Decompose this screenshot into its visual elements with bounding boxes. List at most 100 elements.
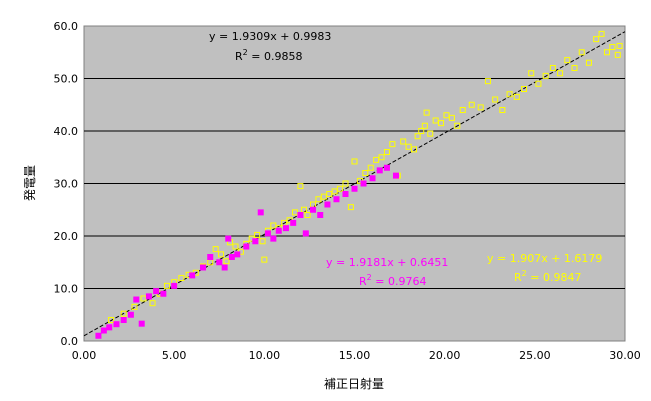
data-point	[302, 230, 309, 237]
x-tick-label: 25.00	[519, 349, 551, 362]
data-point	[178, 275, 185, 281]
data-point	[360, 180, 367, 187]
data-point	[317, 212, 324, 218]
data-point	[232, 243, 239, 250]
data-point	[270, 235, 277, 242]
data-point	[120, 317, 127, 323]
r2-overall: R2 = 0.9858	[235, 48, 302, 63]
y-tick-label: 30.0	[54, 178, 79, 191]
x-tick-label: 20.00	[429, 349, 461, 362]
equation-magenta: y = 1.9181x + 0.6451	[326, 256, 448, 269]
data-point	[337, 185, 344, 192]
data-point	[598, 30, 605, 37]
data-point	[609, 44, 616, 50]
data-point	[347, 204, 354, 211]
data-point	[549, 65, 556, 71]
r2-yellow: R2 = 0.9847	[514, 269, 581, 284]
data-point	[362, 170, 369, 176]
data-point	[542, 72, 549, 79]
data-point	[234, 251, 241, 258]
data-point	[571, 65, 578, 71]
data-point	[459, 107, 466, 113]
data-point	[223, 258, 230, 265]
data-point	[499, 107, 506, 113]
x-axis-title: 補正日射量	[324, 376, 384, 391]
data-point	[564, 57, 571, 64]
data-point	[145, 293, 152, 300]
data-point	[200, 264, 207, 271]
x-tick-label: 0.00	[72, 349, 97, 362]
data-point	[221, 264, 228, 271]
y-tick-label: 40.0	[54, 125, 79, 138]
y-axis-title: 発電量	[23, 165, 37, 201]
data-point	[557, 70, 564, 77]
data-point	[301, 206, 308, 213]
data-point	[378, 154, 385, 161]
data-point	[367, 164, 374, 171]
data-point	[535, 80, 542, 87]
data-point	[259, 238, 266, 245]
x-tick-label: 30.00	[609, 349, 641, 362]
data-point	[521, 86, 528, 92]
data-point	[383, 149, 390, 155]
data-point	[528, 70, 535, 77]
x-tick-label: 10.00	[249, 349, 281, 362]
series-0	[108, 30, 623, 323]
r2-magenta: R2 = 0.9764	[359, 273, 426, 288]
data-point	[171, 282, 178, 289]
data-point	[484, 78, 491, 85]
annotation-magenta: y = 1.9181x + 0.6451 R2 = 0.9764	[326, 256, 448, 288]
data-point	[616, 42, 623, 49]
y-tick-label: 10.0	[54, 283, 79, 296]
data-point	[113, 321, 120, 328]
data-point	[252, 238, 259, 245]
data-point	[427, 130, 434, 137]
data-point	[163, 282, 170, 289]
data-point	[593, 36, 600, 43]
data-point	[376, 167, 383, 174]
data-point	[513, 93, 520, 100]
x-tick-label: 5.00	[162, 349, 187, 362]
data-point	[138, 320, 145, 327]
data-point	[228, 254, 235, 260]
data-point	[492, 96, 499, 103]
y-axis-ticks: 0.0 10.0 20.0 30.0 40.0 50.0 60.0	[54, 20, 79, 348]
data-point	[282, 225, 289, 232]
data-point	[477, 104, 484, 111]
data-point	[275, 227, 282, 234]
data-point	[351, 158, 358, 165]
y-tick-label: 0.0	[61, 335, 79, 348]
equation-overall: y = 1.9309x + 0.9983	[209, 30, 331, 43]
data-point	[108, 317, 115, 323]
data-point	[585, 59, 592, 66]
x-tick-label: 15.00	[339, 349, 371, 362]
data-point	[418, 128, 425, 134]
data-point	[106, 324, 113, 331]
data-point	[257, 209, 264, 216]
data-point	[578, 49, 585, 56]
data-point	[297, 212, 304, 218]
annotation-yellow: y = 1.907x + 1.6179 R2 = 0.9847	[487, 252, 602, 284]
data-point	[127, 311, 134, 318]
data-point	[423, 109, 430, 116]
data-point	[225, 235, 232, 242]
data-point	[212, 246, 219, 253]
data-point	[149, 300, 156, 307]
data-point	[100, 327, 107, 334]
x-axis-ticks: 0.00 5.00 10.00 15.00 20.00 25.00 30.00	[72, 349, 641, 362]
data-point	[342, 191, 349, 197]
data-point	[389, 141, 396, 148]
data-point	[310, 206, 317, 213]
data-point	[468, 101, 475, 108]
data-point	[189, 272, 196, 279]
data-point	[264, 230, 271, 237]
data-point	[133, 296, 140, 303]
data-point	[392, 172, 399, 179]
data-point	[131, 303, 138, 310]
data-point	[297, 183, 304, 190]
series-1	[95, 164, 399, 339]
data-point	[400, 138, 407, 145]
data-point	[351, 185, 358, 192]
data-point	[120, 310, 127, 317]
